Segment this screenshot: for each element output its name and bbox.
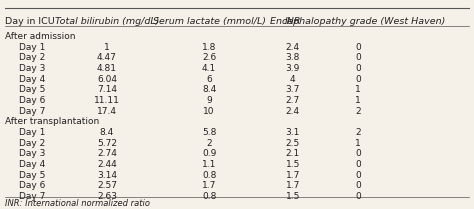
Text: 2.5: 2.5 — [286, 139, 300, 148]
Text: Day 3: Day 3 — [18, 64, 45, 73]
Text: Day in ICU: Day in ICU — [5, 17, 55, 26]
Text: 5.72: 5.72 — [97, 139, 117, 148]
Text: After transplantation: After transplantation — [5, 117, 99, 126]
Text: Day 7: Day 7 — [18, 107, 45, 116]
Text: 0.9: 0.9 — [202, 149, 216, 158]
Text: 3.14: 3.14 — [97, 171, 117, 180]
Text: Day 1: Day 1 — [18, 128, 45, 137]
Text: 1.5: 1.5 — [285, 160, 300, 169]
Text: 0: 0 — [355, 64, 361, 73]
Text: 8.4: 8.4 — [100, 128, 114, 137]
Text: 9: 9 — [206, 96, 212, 105]
Text: Day 2: Day 2 — [18, 54, 45, 62]
Text: After admission: After admission — [5, 32, 75, 41]
Text: Encephalopathy grade (West Haven): Encephalopathy grade (West Haven) — [270, 17, 446, 26]
Text: 2: 2 — [355, 107, 361, 116]
Text: 1: 1 — [104, 43, 110, 52]
Text: 1: 1 — [355, 96, 361, 105]
Text: 1.1: 1.1 — [202, 160, 216, 169]
Text: 8.4: 8.4 — [202, 85, 216, 94]
Text: Day 5: Day 5 — [18, 171, 45, 180]
Text: 10: 10 — [203, 107, 215, 116]
Text: Day 6: Day 6 — [18, 181, 45, 190]
Text: 0: 0 — [355, 171, 361, 180]
Text: 0: 0 — [355, 192, 361, 201]
Text: 2.44: 2.44 — [97, 160, 117, 169]
Text: 11.11: 11.11 — [94, 96, 120, 105]
Text: 4.81: 4.81 — [97, 64, 117, 73]
Text: INR: International normalized ratio: INR: International normalized ratio — [5, 199, 150, 208]
Text: 3.9: 3.9 — [285, 64, 300, 73]
Text: 6: 6 — [206, 75, 212, 84]
Text: Day 3: Day 3 — [18, 149, 45, 158]
Text: Total bilirubin (mg/dL): Total bilirubin (mg/dL) — [55, 17, 159, 26]
Text: Day 2: Day 2 — [18, 139, 45, 148]
Text: 4: 4 — [290, 75, 296, 84]
Text: Day 1: Day 1 — [18, 43, 45, 52]
Text: 0: 0 — [355, 54, 361, 62]
Text: Day 4: Day 4 — [18, 75, 45, 84]
Text: 2: 2 — [355, 128, 361, 137]
Text: 0: 0 — [355, 43, 361, 52]
Text: 1.7: 1.7 — [285, 181, 300, 190]
Text: 2: 2 — [206, 139, 212, 148]
Text: 1: 1 — [355, 139, 361, 148]
Text: 0: 0 — [355, 149, 361, 158]
Text: 3.1: 3.1 — [285, 128, 300, 137]
Text: 1.7: 1.7 — [285, 171, 300, 180]
Text: 0: 0 — [355, 181, 361, 190]
Text: 0.8: 0.8 — [202, 192, 216, 201]
Text: 17.4: 17.4 — [97, 107, 117, 116]
Text: 2.4: 2.4 — [286, 107, 300, 116]
Text: 4.1: 4.1 — [202, 64, 216, 73]
Text: 3.8: 3.8 — [285, 54, 300, 62]
Text: Day 6: Day 6 — [18, 96, 45, 105]
Text: 0: 0 — [355, 75, 361, 84]
Text: 5.8: 5.8 — [202, 128, 216, 137]
Text: 2.6: 2.6 — [202, 54, 216, 62]
Text: 2.4: 2.4 — [286, 43, 300, 52]
Text: Serum lactate (mmol/L): Serum lactate (mmol/L) — [153, 17, 265, 26]
Text: 7.14: 7.14 — [97, 85, 117, 94]
Text: INR: INR — [284, 17, 301, 26]
Text: 1: 1 — [355, 85, 361, 94]
Text: 2.7: 2.7 — [286, 96, 300, 105]
Text: 4.47: 4.47 — [97, 54, 117, 62]
Text: Day 7: Day 7 — [18, 192, 45, 201]
Text: 6.04: 6.04 — [97, 75, 117, 84]
Text: Day 4: Day 4 — [18, 160, 45, 169]
Text: 0.8: 0.8 — [202, 171, 216, 180]
Text: 2.57: 2.57 — [97, 181, 117, 190]
Text: 2.1: 2.1 — [286, 149, 300, 158]
Text: 1.5: 1.5 — [285, 192, 300, 201]
Text: 3.7: 3.7 — [285, 85, 300, 94]
Text: 0: 0 — [355, 160, 361, 169]
Text: 1.8: 1.8 — [202, 43, 216, 52]
Text: Day 5: Day 5 — [18, 85, 45, 94]
Text: 1.7: 1.7 — [202, 181, 216, 190]
Text: 2.74: 2.74 — [97, 149, 117, 158]
Text: 2.63: 2.63 — [97, 192, 117, 201]
